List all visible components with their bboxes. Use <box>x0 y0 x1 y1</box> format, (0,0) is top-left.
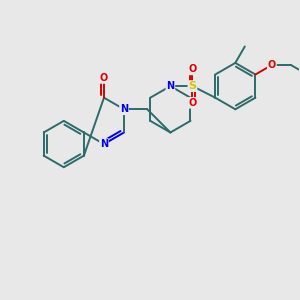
Text: O: O <box>188 64 196 74</box>
Text: O: O <box>100 73 108 83</box>
Text: N: N <box>166 81 175 91</box>
Text: O: O <box>268 60 276 70</box>
Text: N: N <box>100 139 108 149</box>
Text: N: N <box>120 104 128 114</box>
Text: O: O <box>188 98 196 108</box>
Text: S: S <box>188 81 196 91</box>
